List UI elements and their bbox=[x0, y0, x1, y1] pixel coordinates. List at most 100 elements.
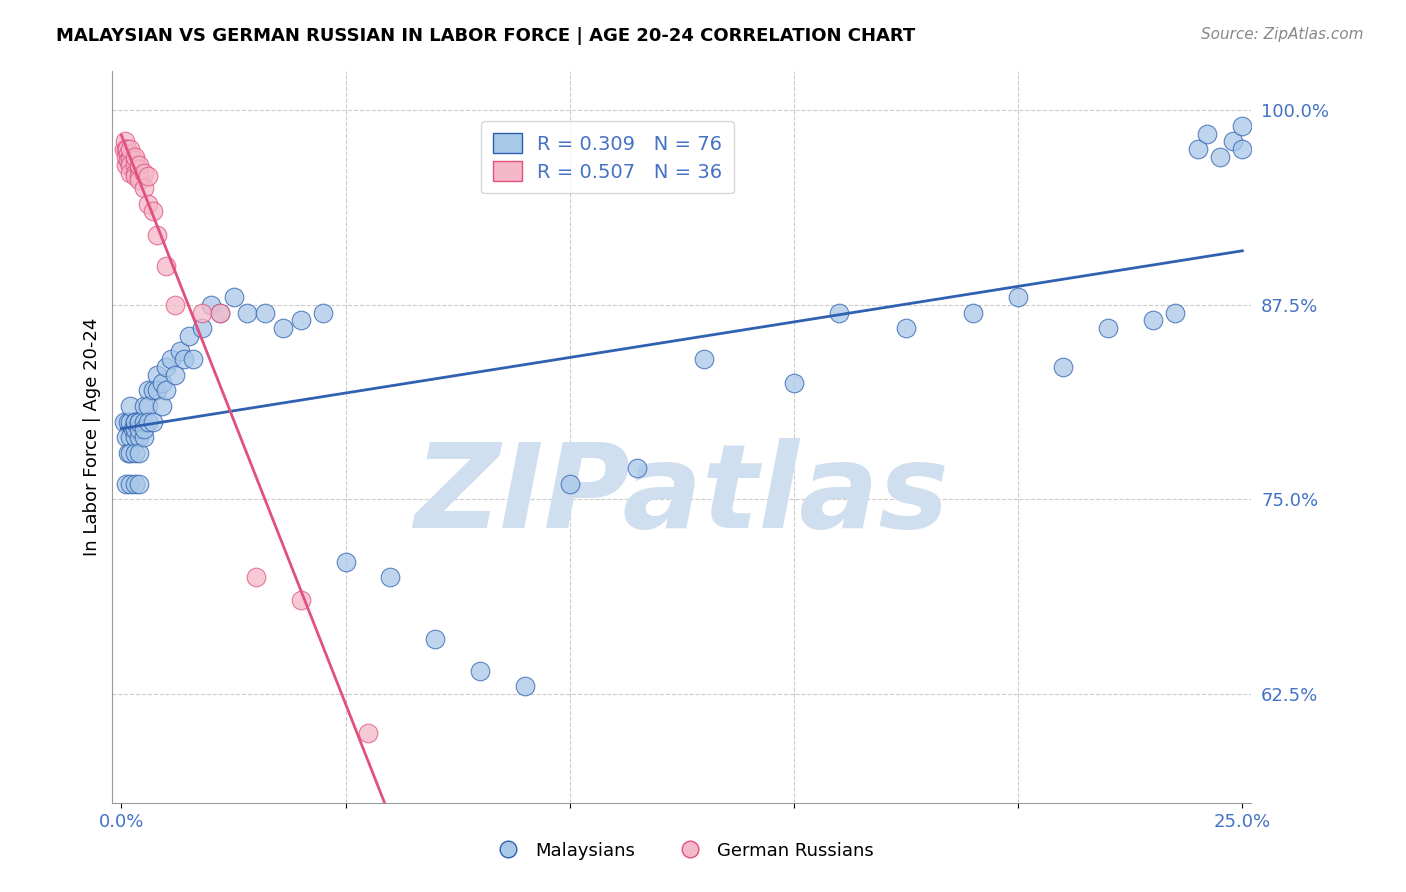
Point bbox=[124, 430, 146, 444]
Point bbox=[117, 445, 139, 459]
Point bbox=[1232, 119, 1254, 133]
Point bbox=[1052, 359, 1074, 374]
Point bbox=[1097, 321, 1119, 335]
Point bbox=[146, 384, 169, 398]
Point bbox=[335, 555, 357, 569]
Point bbox=[120, 150, 142, 164]
Point bbox=[146, 227, 169, 242]
Point bbox=[1007, 290, 1029, 304]
Y-axis label: In Labor Force | Age 20-24: In Labor Force | Age 20-24 bbox=[83, 318, 101, 557]
Point bbox=[1232, 142, 1254, 156]
Point bbox=[271, 321, 294, 335]
Point bbox=[138, 384, 160, 398]
Point bbox=[626, 461, 648, 475]
Point bbox=[132, 430, 155, 444]
Point bbox=[142, 204, 165, 219]
Point bbox=[150, 376, 173, 390]
Point bbox=[191, 305, 214, 319]
Point bbox=[828, 305, 851, 319]
Point bbox=[120, 430, 142, 444]
Point bbox=[962, 305, 984, 319]
Point bbox=[558, 476, 581, 491]
Point bbox=[132, 422, 155, 436]
Point bbox=[155, 359, 177, 374]
Point bbox=[155, 259, 177, 273]
Point bbox=[138, 169, 160, 183]
Point bbox=[128, 158, 150, 172]
Point bbox=[115, 476, 138, 491]
Point bbox=[124, 415, 146, 429]
Point bbox=[191, 321, 214, 335]
Point bbox=[114, 135, 136, 149]
Point bbox=[245, 570, 267, 584]
Point bbox=[117, 415, 139, 429]
Text: Source: ZipAtlas.com: Source: ZipAtlas.com bbox=[1201, 27, 1364, 42]
Point bbox=[894, 321, 917, 335]
Point bbox=[159, 352, 181, 367]
Point bbox=[120, 165, 142, 179]
Point bbox=[425, 632, 447, 647]
Point bbox=[513, 679, 536, 693]
Point bbox=[124, 150, 146, 164]
Point bbox=[357, 725, 380, 739]
Point bbox=[132, 181, 155, 195]
Point bbox=[181, 352, 204, 367]
Point bbox=[120, 158, 142, 172]
Point bbox=[165, 368, 187, 382]
Legend: Malaysians, German Russians: Malaysians, German Russians bbox=[484, 835, 880, 867]
Point bbox=[138, 415, 160, 429]
Point bbox=[128, 415, 150, 429]
Point bbox=[124, 165, 146, 179]
Point bbox=[124, 476, 146, 491]
Text: MALAYSIAN VS GERMAN RUSSIAN IN LABOR FORCE | AGE 20-24 CORRELATION CHART: MALAYSIAN VS GERMAN RUSSIAN IN LABOR FOR… bbox=[56, 27, 915, 45]
Point bbox=[209, 305, 232, 319]
Point bbox=[312, 305, 335, 319]
Point bbox=[128, 445, 150, 459]
Point bbox=[468, 664, 491, 678]
Point bbox=[115, 158, 138, 172]
Point bbox=[150, 399, 173, 413]
Point bbox=[117, 146, 139, 161]
Point bbox=[120, 399, 142, 413]
Point bbox=[138, 196, 160, 211]
Point bbox=[1222, 135, 1244, 149]
Point bbox=[173, 352, 195, 367]
Point bbox=[124, 422, 146, 436]
Point bbox=[1209, 150, 1232, 164]
Point bbox=[112, 142, 135, 156]
Point bbox=[120, 445, 142, 459]
Point bbox=[128, 430, 150, 444]
Point bbox=[120, 142, 142, 156]
Point bbox=[128, 162, 150, 177]
Point bbox=[209, 305, 232, 319]
Point bbox=[117, 153, 139, 167]
Point bbox=[128, 415, 150, 429]
Point bbox=[783, 376, 806, 390]
Point bbox=[290, 593, 312, 607]
Point bbox=[693, 352, 716, 367]
Point bbox=[146, 368, 169, 382]
Point bbox=[138, 399, 160, 413]
Point bbox=[132, 415, 155, 429]
Point bbox=[222, 290, 245, 304]
Point bbox=[142, 384, 165, 398]
Point bbox=[115, 150, 138, 164]
Point bbox=[1195, 127, 1218, 141]
Point bbox=[155, 384, 177, 398]
Point bbox=[115, 142, 138, 156]
Point bbox=[236, 305, 259, 319]
Point bbox=[120, 415, 142, 429]
Point bbox=[124, 158, 146, 172]
Point bbox=[142, 415, 165, 429]
Point bbox=[124, 153, 146, 167]
Point bbox=[132, 165, 155, 179]
Point bbox=[1164, 305, 1187, 319]
Point bbox=[169, 344, 191, 359]
Point bbox=[115, 142, 138, 156]
Point bbox=[120, 476, 142, 491]
Point bbox=[128, 169, 150, 183]
Point bbox=[177, 329, 200, 343]
Point bbox=[124, 169, 146, 183]
Point bbox=[124, 445, 146, 459]
Point bbox=[112, 415, 135, 429]
